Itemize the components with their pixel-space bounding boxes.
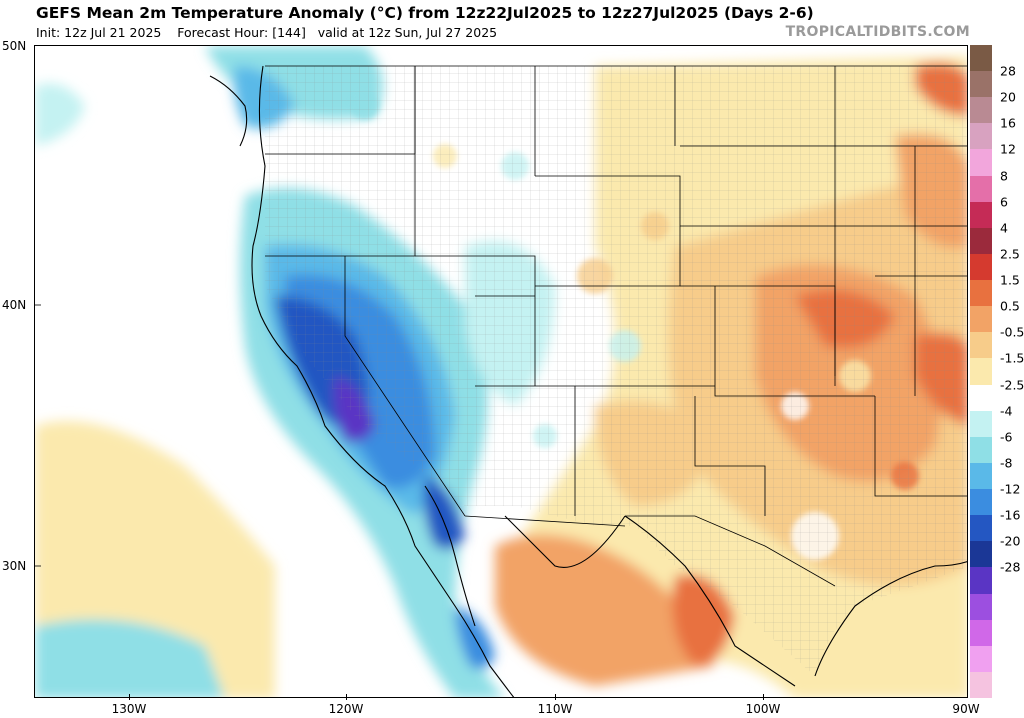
- colorbar-label: -4: [1000, 403, 1013, 419]
- colorbar-segment: [970, 462, 992, 490]
- colorbar-segment: [970, 541, 992, 568]
- colorbar-label: -2.5: [1000, 377, 1024, 393]
- lat-label-40n: 40N: [2, 298, 27, 312]
- colorbar-label: -6: [1000, 429, 1013, 445]
- colorbar-segment: [970, 593, 992, 621]
- lat-label-30n: 30N: [2, 559, 27, 573]
- colorbar-label: -0.5: [1000, 324, 1024, 340]
- lon-label-100w: 100W: [745, 702, 781, 716]
- colorbar-label: 20: [1000, 89, 1016, 105]
- colorbar-segment: [970, 619, 992, 647]
- map-graphic: [35, 46, 967, 697]
- colorbar-segment: [970, 201, 992, 229]
- colorbar-segment: [970, 436, 992, 464]
- valid-time: valid at 12z Sun, Jul 27 2025: [317, 25, 498, 40]
- lon-tick: [555, 694, 556, 700]
- colorbar-segment: [970, 97, 992, 124]
- lon-label-120w: 120W: [328, 702, 364, 716]
- colorbar-label: -28: [1000, 559, 1021, 575]
- colorbar: [970, 45, 992, 699]
- colorbar-label: -8: [1000, 455, 1013, 471]
- colorbar-segment: [970, 253, 992, 281]
- colorbar-segment: [970, 515, 992, 542]
- colorbar-segment: [970, 149, 992, 177]
- colorbar-segment: [970, 410, 992, 438]
- colorbar-segment: [970, 567, 992, 594]
- anomaly-map[interactable]: [34, 45, 968, 698]
- colorbar-label: 8: [1000, 168, 1008, 184]
- forecast-info: Init: 12z Jul 21 2025 Forecast Hour: [14…: [36, 25, 497, 40]
- map-title: GEFS Mean 2m Temperature Anomaly (°C) fr…: [36, 4, 814, 22]
- colorbar-segment: [970, 645, 992, 673]
- colorbar-label: -16: [1000, 507, 1021, 523]
- colorbar-label: 12: [1000, 141, 1016, 157]
- lon-tick: [763, 694, 764, 700]
- colorbar-segment: [970, 489, 992, 516]
- colorbar-label: 2.5: [1000, 246, 1020, 262]
- colorbar-label: -1.5: [1000, 350, 1024, 366]
- colorbar-label: 28: [1000, 63, 1016, 79]
- colorbar-segment: [970, 71, 992, 98]
- lon-tick: [346, 694, 347, 700]
- colorbar-segment: [970, 332, 992, 359]
- colorbar-label: 1.5: [1000, 272, 1020, 288]
- lon-label-110w: 110W: [537, 702, 573, 716]
- colorbar-segment: [970, 45, 992, 72]
- colorbar-segment: [970, 671, 992, 699]
- colorbar-label: 16: [1000, 115, 1016, 131]
- colorbar-segment: [970, 280, 992, 307]
- lon-label-130w: 130W: [111, 702, 147, 716]
- forecast-hour: Forecast Hour: [144]: [177, 25, 306, 40]
- lat-label-50n: 50N: [2, 39, 27, 53]
- colorbar-segment: [970, 306, 992, 333]
- init-time: Init: 12z Jul 21 2025: [36, 25, 162, 40]
- colorbar-label: 4: [1000, 220, 1008, 236]
- colorbar-label: -12: [1000, 481, 1021, 497]
- site-watermark: TROPICALTIDBITS.COM: [785, 24, 970, 40]
- lon-tick: [129, 694, 130, 700]
- colorbar-segment: [970, 123, 992, 150]
- lon-label-90w: 90W: [952, 702, 980, 716]
- colorbar-label: 6: [1000, 194, 1008, 210]
- colorbar-label: 0.5: [1000, 298, 1020, 314]
- colorbar-segment: [970, 175, 992, 203]
- colorbar-label: -20: [1000, 533, 1021, 549]
- colorbar-segment: [970, 227, 992, 255]
- colorbar-segment: [970, 384, 992, 412]
- colorbar-segment: [970, 358, 992, 386]
